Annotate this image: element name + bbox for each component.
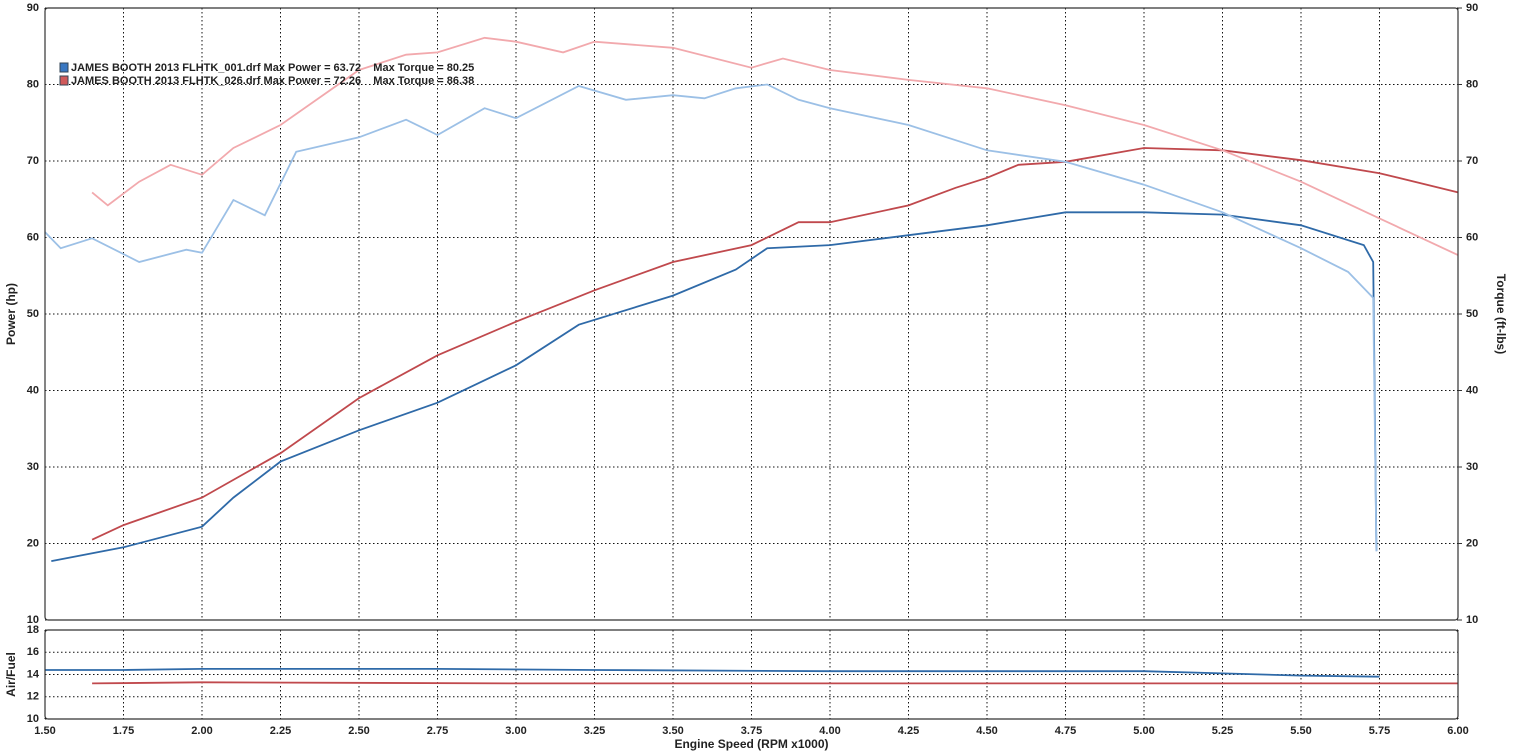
legend-swatch [59, 75, 69, 86]
y2-tick-label: 90 [1466, 2, 1478, 14]
series-line [45, 668, 1380, 678]
y-tick-label: 10 [27, 614, 39, 626]
x-tick-label: 5.50 [1290, 725, 1311, 737]
y-tick-label: 16 [27, 646, 39, 658]
x-tick-label: 3.25 [584, 725, 605, 737]
x-tick-label: 3.00 [505, 725, 526, 737]
series-line [51, 211, 1378, 562]
x-tick-label: 2.50 [348, 725, 369, 737]
x-tick-label: 4.75 [1055, 725, 1076, 737]
x-tick-label: 3.50 [662, 725, 683, 737]
x-tick-label: 5.00 [1133, 725, 1154, 737]
x-axis-title: Engine Speed (RPM x1000) [674, 737, 828, 751]
x-tick-label: 2.00 [191, 725, 212, 737]
y-tick-label: 14 [27, 668, 40, 680]
legend-swatch [59, 62, 69, 73]
x-tick-label: 2.75 [427, 725, 448, 737]
y2-tick-label: 10 [1466, 614, 1478, 626]
y2-axis-title: Torque (ft-lbs) [1494, 274, 1508, 354]
y-axis-title: Power (hp) [4, 283, 18, 345]
legend-label: JAMES BOOTH 2013 FLHTK_001.drf Max Power… [71, 62, 474, 74]
x-tick-label: 4.25 [898, 725, 919, 737]
x-tick-label: 6.00 [1447, 725, 1468, 737]
plot-frame [44, 629, 1459, 720]
plot-area [45, 8, 1458, 620]
series-line [91, 36, 1459, 256]
y-axis-title: Air/Fuel [4, 652, 18, 697]
y-tick-label: 10 [27, 713, 39, 725]
x-tick-label: 5.75 [1369, 725, 1390, 737]
y2-tick-label: 50 [1466, 308, 1478, 320]
y-tick-label: 60 [27, 231, 39, 243]
x-tick-label: 4.50 [976, 725, 997, 737]
y2-tick-label: 40 [1466, 384, 1478, 396]
series-line [92, 681, 1458, 685]
y2-tick-label: 70 [1466, 155, 1478, 167]
y-tick-label: 18 [27, 624, 39, 636]
legend-label: JAMES BOOTH 2013 FLHTK_026.drf Max Power… [71, 75, 474, 87]
y2-tick-label: 80 [1466, 78, 1478, 90]
y-tick-label: 12 [27, 691, 39, 703]
plot-frame [44, 7, 1459, 621]
y2-tick-label: 60 [1466, 231, 1478, 243]
x-tick-label: 1.75 [113, 725, 134, 737]
x-tick-label: 4.00 [819, 725, 840, 737]
series-line [91, 147, 1459, 541]
y-tick-label: 40 [27, 384, 39, 396]
x-tick-label: 5.25 [1212, 725, 1233, 737]
y2-tick-label: 20 [1466, 537, 1478, 549]
x-tick-label: 3.75 [741, 725, 762, 737]
y-tick-label: 70 [27, 155, 39, 167]
y-tick-label: 80 [27, 78, 39, 90]
x-tick-label: 1.50 [34, 725, 55, 737]
series-line [44, 83, 1378, 552]
y-tick-label: 90 [27, 2, 39, 14]
y-tick-label: 30 [27, 461, 39, 473]
x-tick-label: 2.25 [270, 725, 291, 737]
y-tick-label: 50 [27, 308, 39, 320]
y2-tick-label: 30 [1466, 461, 1478, 473]
y-tick-label: 20 [27, 537, 39, 549]
